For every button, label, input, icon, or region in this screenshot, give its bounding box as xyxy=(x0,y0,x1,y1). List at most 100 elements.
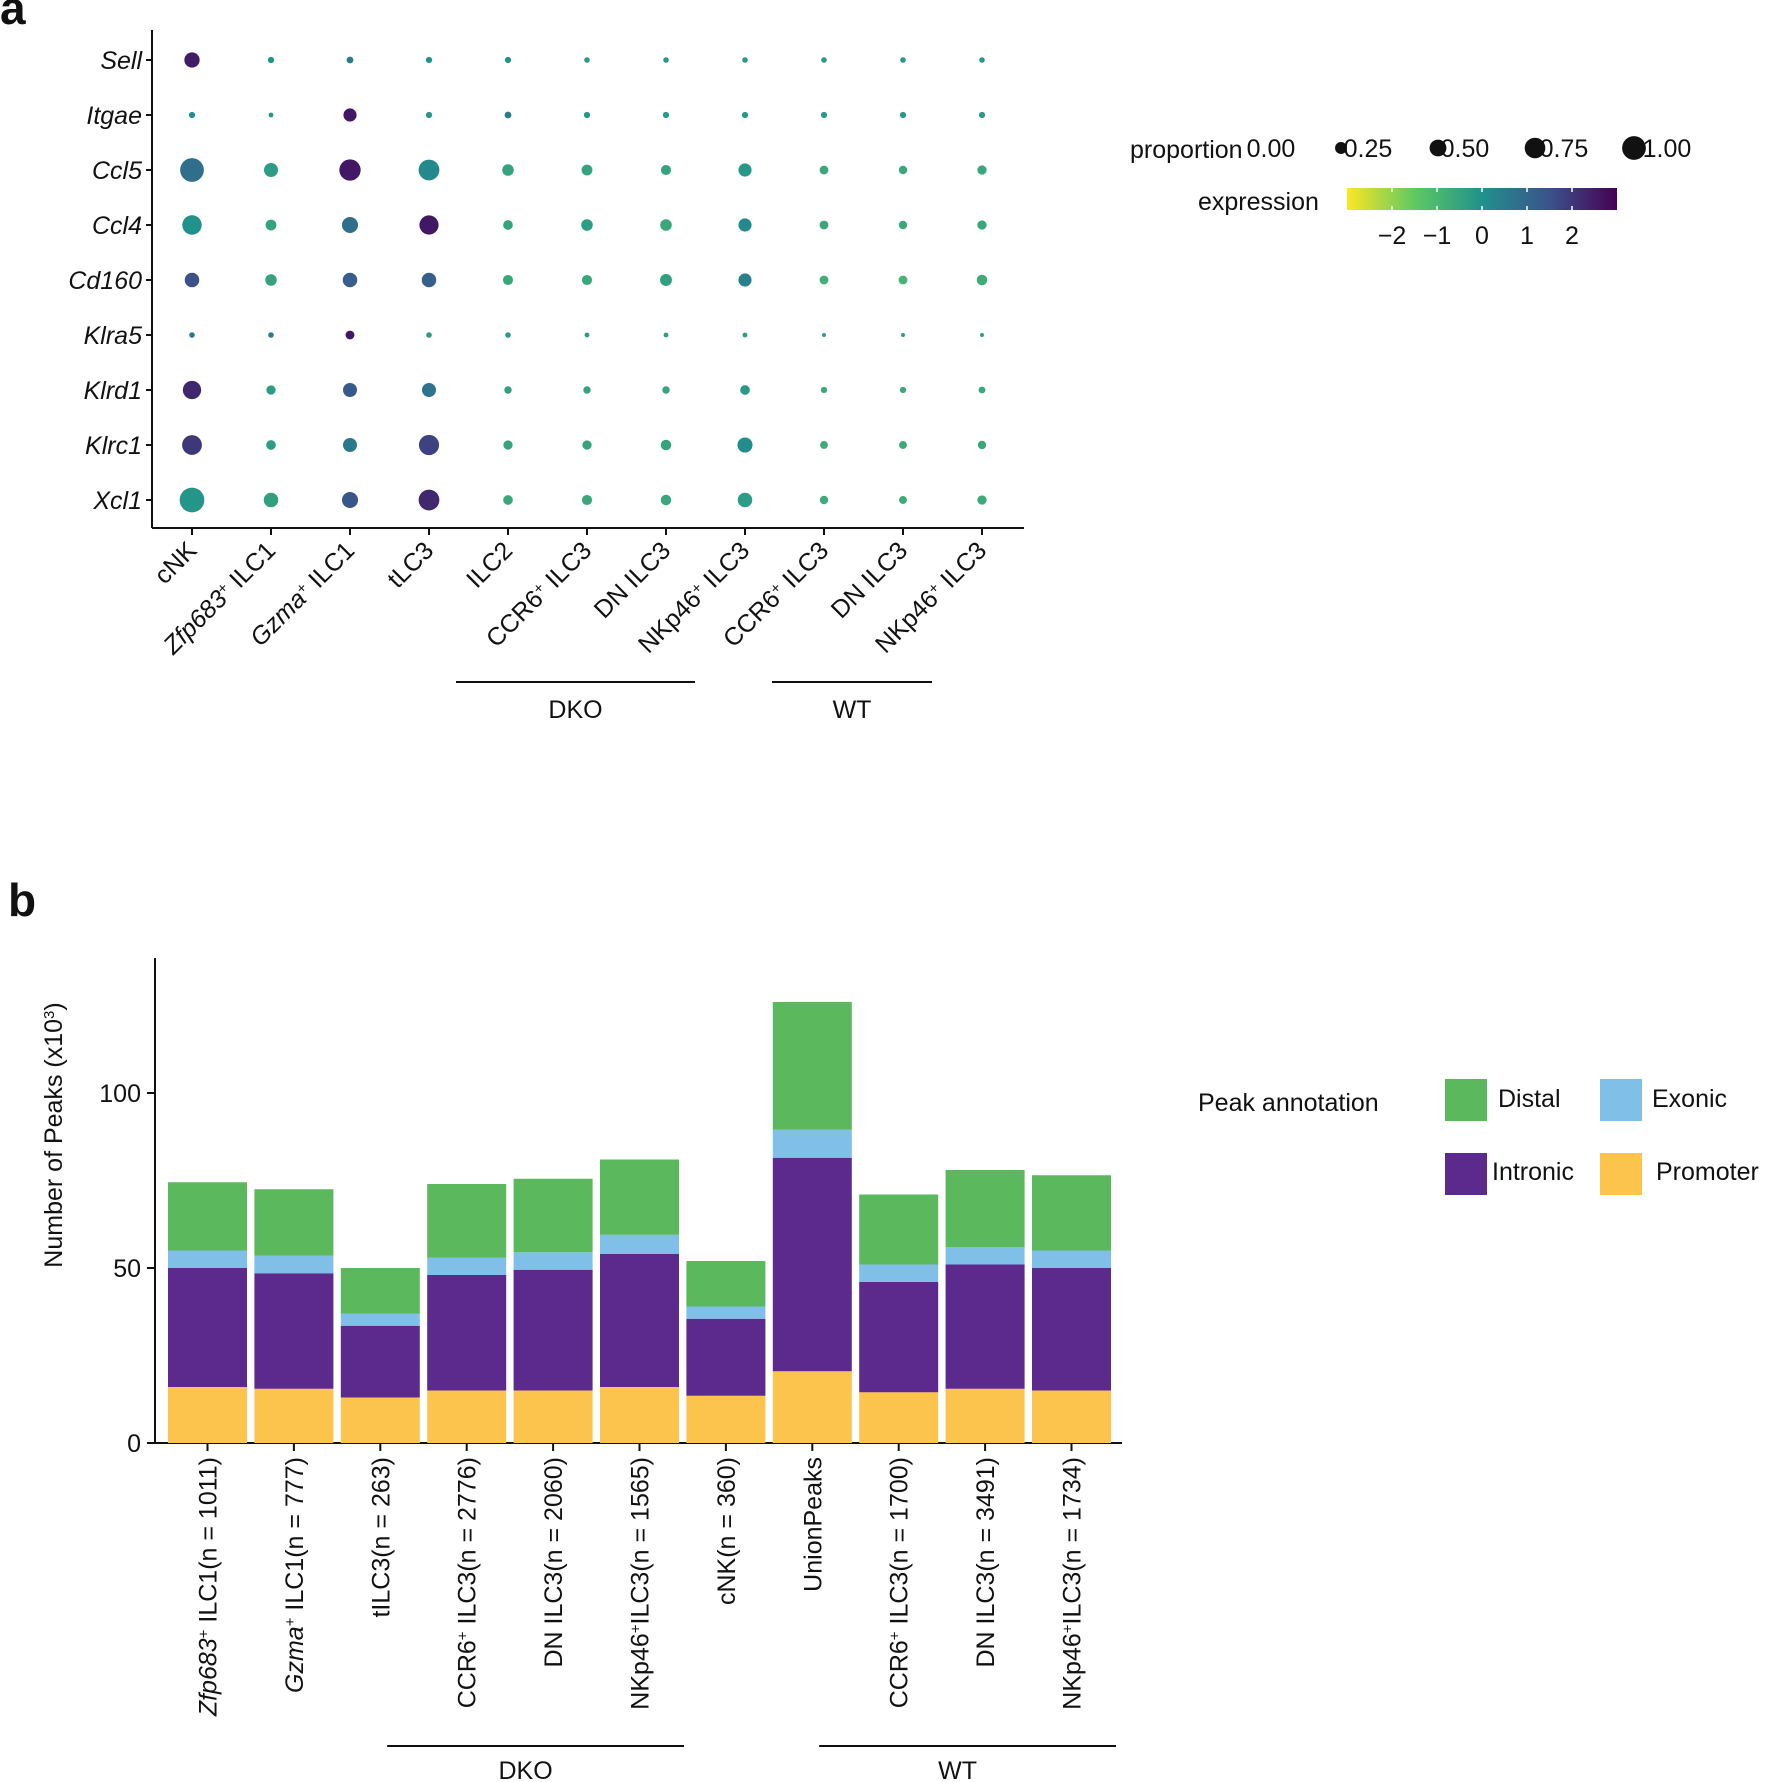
y-tick-label: 0 xyxy=(127,1430,141,1458)
dot xyxy=(738,218,752,232)
dot xyxy=(820,441,828,449)
dot xyxy=(581,274,593,286)
dot xyxy=(660,274,672,286)
dot xyxy=(977,165,987,175)
bar-segment xyxy=(686,1261,766,1307)
dot xyxy=(263,492,279,508)
proportion-legend-label: 0.75 xyxy=(1540,135,1589,163)
dot xyxy=(266,440,276,450)
dot xyxy=(660,164,672,176)
proportion-legend-dot xyxy=(1524,137,1546,159)
bar-segment xyxy=(427,1275,507,1391)
colorbar-tick-label: −1 xyxy=(1423,222,1452,250)
legend-swatch xyxy=(1600,1153,1642,1195)
proportion-legend-label: 0.25 xyxy=(1344,135,1393,163)
dot xyxy=(339,159,361,181)
dot xyxy=(977,440,987,450)
dot xyxy=(584,332,590,338)
dot xyxy=(898,275,908,285)
category-label: Zfp683+ ILC1(n = 1011) xyxy=(195,1457,223,1717)
group-bracket-label: WT xyxy=(833,696,872,724)
bar-segment xyxy=(427,1184,507,1258)
group-bracket-label: DKO xyxy=(499,1757,553,1782)
dot xyxy=(503,220,513,230)
bar-segment xyxy=(686,1306,766,1319)
dot xyxy=(188,111,196,119)
dot xyxy=(741,111,749,119)
gene-label: Klra5 xyxy=(84,322,142,350)
bar-segment xyxy=(340,1268,420,1314)
dot xyxy=(504,386,512,394)
dot xyxy=(660,439,672,451)
category-label: CCR6+ ILC3(n = 1700) xyxy=(886,1457,914,1708)
gene-label: Itgae xyxy=(86,102,142,130)
dot xyxy=(502,274,514,286)
dot xyxy=(737,437,753,453)
bar-segment xyxy=(513,1252,593,1270)
dot xyxy=(418,489,440,511)
bar-segment xyxy=(513,1178,593,1253)
y-tick-label: 100 xyxy=(99,1080,141,1108)
legend-swatch xyxy=(1445,1079,1487,1121)
expression-colorbar xyxy=(1347,188,1617,210)
dot xyxy=(738,163,752,177)
dot xyxy=(660,494,672,506)
dot xyxy=(504,111,512,119)
bar-segment xyxy=(1032,1175,1111,1251)
dot xyxy=(182,215,202,235)
dot xyxy=(182,380,202,400)
group-bracket-label: WT xyxy=(938,1757,977,1782)
dot xyxy=(505,332,511,338)
category-label: NKp46+ILC3(n = 1565) xyxy=(627,1457,655,1710)
bar-segment xyxy=(859,1392,939,1443)
gene-label: Sell xyxy=(100,47,143,75)
dot xyxy=(742,332,748,338)
dot xyxy=(503,495,513,505)
colorbar-tick-label: −2 xyxy=(1378,222,1407,250)
dot xyxy=(819,275,829,285)
colorbar-tick-label: 2 xyxy=(1565,222,1579,250)
dot xyxy=(737,492,753,508)
bar-segment xyxy=(772,1157,852,1372)
legend-label: Promoter xyxy=(1656,1158,1759,1186)
proportion-legend-label: 1.00 xyxy=(1643,135,1692,163)
gene-label: Klrc1 xyxy=(85,432,142,460)
dot xyxy=(425,56,433,64)
panel-label-b: b xyxy=(8,874,36,926)
dot xyxy=(346,56,354,64)
proportion-legend-title: proportion xyxy=(1130,136,1243,164)
dot xyxy=(581,494,593,506)
dot xyxy=(418,434,440,456)
expression-legend-title: expression xyxy=(1198,188,1319,216)
bar-segment xyxy=(600,1387,679,1443)
colorbar-tick-label: 1 xyxy=(1520,222,1534,250)
dot xyxy=(660,219,672,231)
bar-segment xyxy=(340,1397,420,1443)
dot xyxy=(184,272,200,288)
bar-segment xyxy=(254,1388,334,1443)
legend-label: Distal xyxy=(1498,1085,1561,1113)
dot xyxy=(583,111,591,119)
bar-segment xyxy=(168,1182,247,1251)
dot xyxy=(819,220,829,230)
bar-segment xyxy=(945,1247,1025,1265)
gene-label: Ccl4 xyxy=(92,212,142,240)
group-label: tLC3 xyxy=(382,536,439,593)
bar-segment xyxy=(600,1234,679,1254)
bar-segment xyxy=(859,1264,939,1282)
bar-segment xyxy=(859,1282,939,1393)
dot xyxy=(422,383,436,397)
dot xyxy=(819,495,829,505)
category-label: Gzma+ ILC1(n = 777) xyxy=(281,1457,309,1693)
dot xyxy=(265,219,277,231)
dot xyxy=(267,56,275,64)
bar-segment xyxy=(254,1273,334,1389)
dot xyxy=(341,491,359,509)
dot xyxy=(899,386,907,394)
category-label: DN ILC3(n = 2060) xyxy=(540,1457,568,1668)
dot xyxy=(503,440,513,450)
gene-label: Xcl1 xyxy=(92,487,142,515)
dot xyxy=(583,386,591,394)
dot xyxy=(419,215,439,235)
